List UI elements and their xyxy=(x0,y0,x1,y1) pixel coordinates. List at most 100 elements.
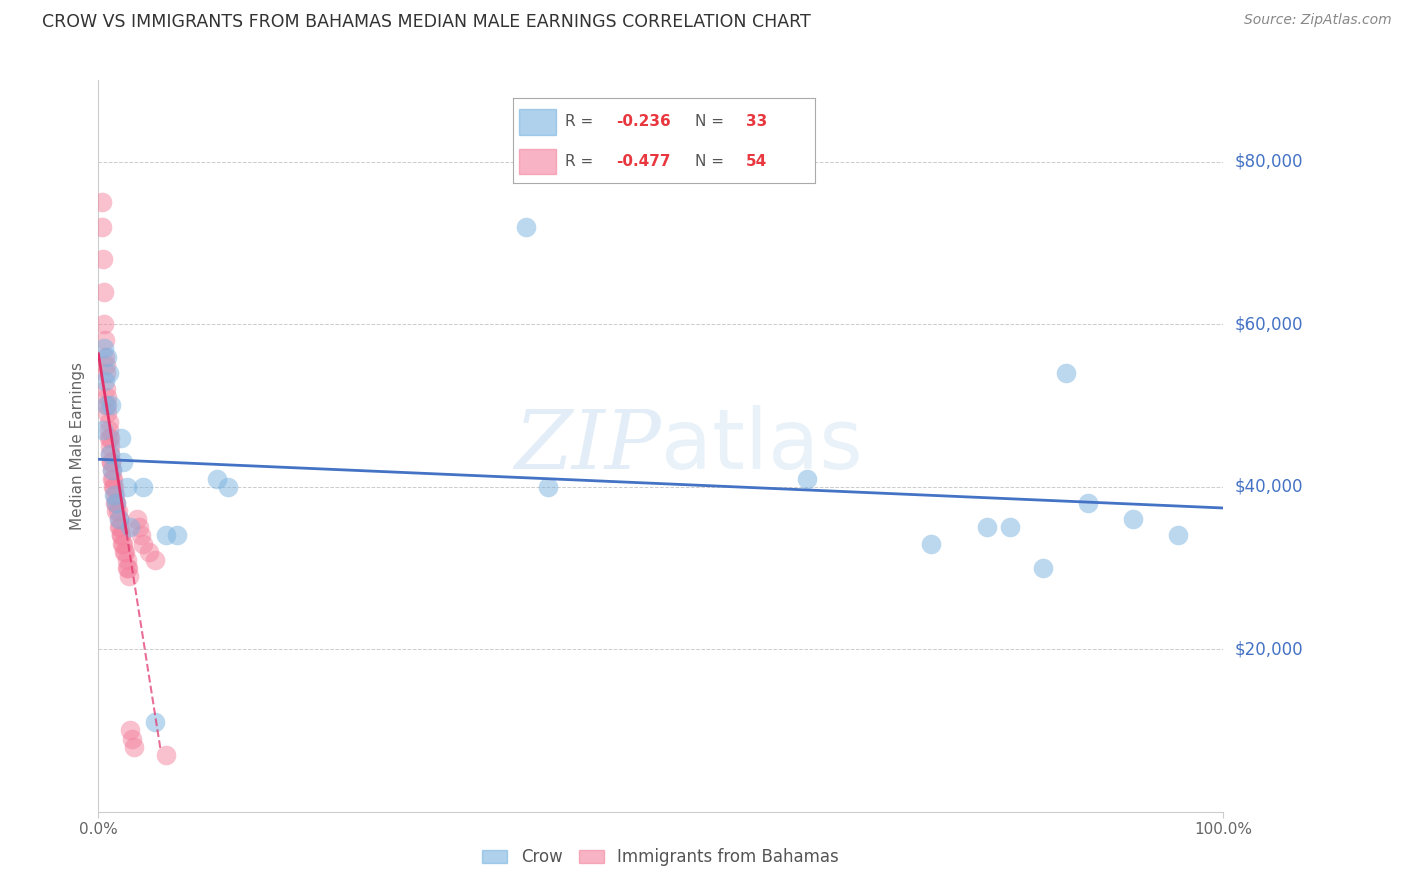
Point xyxy=(110,528,132,542)
Text: $80,000: $80,000 xyxy=(1234,153,1303,170)
Text: -0.236: -0.236 xyxy=(616,114,671,129)
Point xyxy=(96,366,118,380)
Point xyxy=(97,423,120,437)
Point xyxy=(97,431,120,445)
Text: $40,000: $40,000 xyxy=(1234,477,1303,496)
Text: Source: ZipAtlas.com: Source: ZipAtlas.com xyxy=(1244,13,1392,28)
Point xyxy=(112,544,135,558)
Point xyxy=(107,512,129,526)
Point xyxy=(96,398,118,412)
Point xyxy=(166,528,188,542)
Text: $60,000: $60,000 xyxy=(1234,315,1303,333)
Text: CROW VS IMMIGRANTS FROM BAHAMAS MEDIAN MALE EARNINGS CORRELATION CHART: CROW VS IMMIGRANTS FROM BAHAMAS MEDIAN M… xyxy=(42,13,811,31)
Point xyxy=(104,488,127,502)
Point xyxy=(97,366,120,380)
Point xyxy=(998,520,1021,534)
Point xyxy=(110,528,132,542)
Point xyxy=(118,569,141,583)
Point xyxy=(920,536,942,550)
Point xyxy=(100,455,122,469)
Point xyxy=(129,528,152,542)
Point xyxy=(105,496,128,510)
Point xyxy=(93,342,115,356)
Point xyxy=(1054,366,1077,380)
Point xyxy=(94,334,117,348)
Point xyxy=(98,447,121,461)
Point xyxy=(976,520,998,534)
Point xyxy=(100,398,122,412)
Text: 54: 54 xyxy=(747,154,768,169)
Point xyxy=(143,553,166,567)
Point xyxy=(91,423,114,437)
Point xyxy=(93,285,115,299)
Point xyxy=(110,431,132,445)
FancyBboxPatch shape xyxy=(519,109,555,135)
Point xyxy=(105,496,128,510)
Point xyxy=(101,463,124,477)
Point xyxy=(91,252,114,266)
Point xyxy=(103,488,125,502)
Legend: Crow, Immigrants from Bahamas: Crow, Immigrants from Bahamas xyxy=(475,841,846,873)
Point xyxy=(115,480,138,494)
Point xyxy=(217,480,239,494)
Text: $20,000: $20,000 xyxy=(1234,640,1303,658)
Point xyxy=(155,528,177,542)
Point xyxy=(128,520,150,534)
Point xyxy=(115,553,138,567)
Point xyxy=(112,536,135,550)
Point xyxy=(90,219,112,234)
Point xyxy=(124,739,146,754)
Point xyxy=(1122,512,1144,526)
Point xyxy=(94,374,117,388)
Point xyxy=(115,561,138,575)
Point xyxy=(114,544,136,558)
Text: N =: N = xyxy=(695,114,728,129)
Point xyxy=(104,496,127,510)
Point xyxy=(118,520,141,534)
Point xyxy=(101,471,124,485)
Text: N =: N = xyxy=(695,154,728,169)
Point xyxy=(1167,528,1189,542)
Point xyxy=(98,439,121,453)
Point xyxy=(1077,496,1099,510)
Point xyxy=(205,471,228,485)
Point xyxy=(105,504,128,518)
FancyBboxPatch shape xyxy=(519,149,555,175)
Point xyxy=(132,480,155,494)
Point xyxy=(138,544,160,558)
Point xyxy=(117,561,139,575)
Point xyxy=(118,723,141,738)
Point xyxy=(96,382,118,396)
Point xyxy=(111,536,134,550)
Point xyxy=(121,731,143,746)
Text: R =: R = xyxy=(565,114,598,129)
Point xyxy=(96,398,118,412)
Point xyxy=(98,447,121,461)
Point xyxy=(101,471,124,485)
Point xyxy=(96,390,118,404)
Point xyxy=(107,504,129,518)
Point xyxy=(97,415,120,429)
Point xyxy=(90,195,112,210)
Point xyxy=(101,463,124,477)
Point xyxy=(107,512,129,526)
Text: atlas: atlas xyxy=(661,406,862,486)
Point xyxy=(101,480,124,494)
Point xyxy=(132,536,155,550)
Point xyxy=(96,407,118,421)
Point xyxy=(112,455,135,469)
Point xyxy=(96,350,118,364)
Point xyxy=(93,317,115,331)
Text: -0.477: -0.477 xyxy=(616,154,671,169)
Point xyxy=(107,520,129,534)
Point xyxy=(155,747,177,762)
Point xyxy=(1032,561,1054,575)
Point xyxy=(98,431,121,445)
Point xyxy=(796,471,818,485)
Text: R =: R = xyxy=(565,154,598,169)
Y-axis label: Median Male Earnings: Median Male Earnings xyxy=(69,362,84,530)
Point xyxy=(94,350,117,364)
Point xyxy=(103,480,125,494)
Text: 33: 33 xyxy=(747,114,768,129)
Point xyxy=(143,715,166,730)
